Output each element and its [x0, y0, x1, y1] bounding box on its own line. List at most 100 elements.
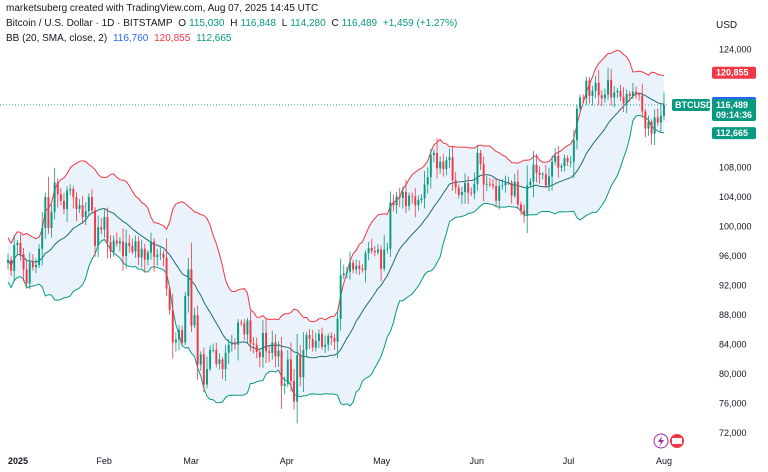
candle	[653, 109, 656, 146]
candle	[585, 76, 588, 105]
candle	[392, 194, 395, 212]
bb-lower-line	[7, 114, 665, 407]
candle-body	[314, 341, 317, 348]
candle-body	[513, 181, 516, 196]
change-value: +1,459 (+1.27%)	[382, 18, 458, 29]
candle-body	[510, 182, 513, 196]
candle-body	[479, 152, 482, 164]
candle-body	[162, 253, 165, 258]
candle	[404, 179, 407, 214]
candle-body	[174, 339, 177, 343]
candle-body	[258, 352, 261, 358]
candle	[330, 332, 333, 346]
candle-body	[594, 82, 597, 91]
candle-body	[78, 205, 81, 209]
candle-body	[302, 349, 305, 378]
candle	[625, 89, 628, 114]
candle-body	[25, 269, 28, 284]
candle-body	[457, 187, 460, 195]
candle-body	[653, 117, 656, 134]
time-tick-label: Feb	[96, 456, 112, 466]
candle	[635, 86, 637, 99]
candle	[370, 238, 373, 255]
candle	[146, 250, 149, 266]
candle-body	[383, 249, 386, 269]
candle-body	[460, 191, 463, 195]
candle-body	[498, 186, 501, 201]
candle	[532, 151, 535, 198]
candle	[439, 156, 442, 174]
candle-body	[575, 108, 578, 141]
price-tags: 120,855116,760116,48909:14:36BTCUSD112,6…	[672, 66, 756, 140]
candle	[373, 245, 376, 257]
countdown-text: 09:14:36	[716, 110, 752, 120]
high-value: 116,848	[240, 18, 276, 29]
candle	[193, 307, 196, 329]
candle	[401, 186, 404, 209]
candle	[19, 234, 22, 261]
candle-body	[401, 191, 404, 198]
candle	[352, 259, 355, 274]
candle-body	[638, 94, 641, 96]
candle-body	[243, 323, 246, 335]
symbol-name[interactable]: Bitcoin / U.S. Dollar · 1D · BITSTAMP	[6, 18, 173, 29]
candle	[628, 90, 631, 102]
candle-body	[143, 248, 146, 260]
candle-body	[246, 320, 249, 335]
candle	[513, 173, 516, 198]
candle-body	[588, 80, 591, 97]
candle	[442, 154, 445, 177]
candle	[520, 201, 522, 216]
candle	[22, 248, 25, 282]
candle	[56, 178, 59, 208]
price-tick-label: 100,000	[719, 222, 752, 232]
candle-body	[520, 204, 522, 211]
candle-body	[349, 262, 351, 272]
candle-body	[53, 182, 56, 212]
candle	[118, 237, 121, 252]
candle-body	[230, 342, 233, 345]
candle-body	[560, 166, 563, 168]
candle-body	[181, 329, 184, 343]
bb-fill-area	[8, 50, 664, 406]
candle-body	[554, 155, 557, 162]
candle	[467, 176, 470, 204]
currency-label[interactable]: USD	[716, 20, 738, 31]
candle-body	[488, 183, 491, 185]
candle-body	[146, 252, 149, 260]
candle	[299, 345, 302, 387]
candle	[218, 353, 221, 370]
candle-body	[342, 273, 345, 276]
candle	[600, 90, 603, 107]
candle	[544, 165, 547, 189]
candle-body	[218, 359, 221, 364]
indicator-row[interactable]: BB (20, SMA, close, 2) 116,760 120,855 1…	[6, 33, 234, 44]
candle	[314, 332, 317, 352]
candle	[429, 148, 432, 189]
candle	[622, 87, 625, 113]
candle	[560, 163, 563, 172]
candle-body	[420, 198, 423, 201]
candle	[212, 343, 215, 353]
candle	[187, 257, 190, 313]
candle-body	[538, 172, 541, 175]
candle	[199, 351, 202, 371]
candle-body	[370, 248, 373, 251]
candle-body	[389, 202, 392, 249]
candle	[122, 228, 124, 271]
candle-body	[526, 185, 529, 215]
candle-body	[271, 342, 274, 353]
candle-body	[398, 196, 401, 198]
candle-body	[255, 344, 258, 353]
candle	[473, 172, 476, 200]
candle-body	[467, 183, 470, 193]
candle	[538, 166, 541, 185]
candle	[557, 145, 560, 178]
candle	[342, 264, 345, 279]
candle-body	[62, 200, 65, 209]
indicator-label[interactable]: BB (20, SMA, close, 2)	[6, 33, 108, 44]
candle	[305, 332, 308, 357]
candle	[72, 185, 75, 209]
